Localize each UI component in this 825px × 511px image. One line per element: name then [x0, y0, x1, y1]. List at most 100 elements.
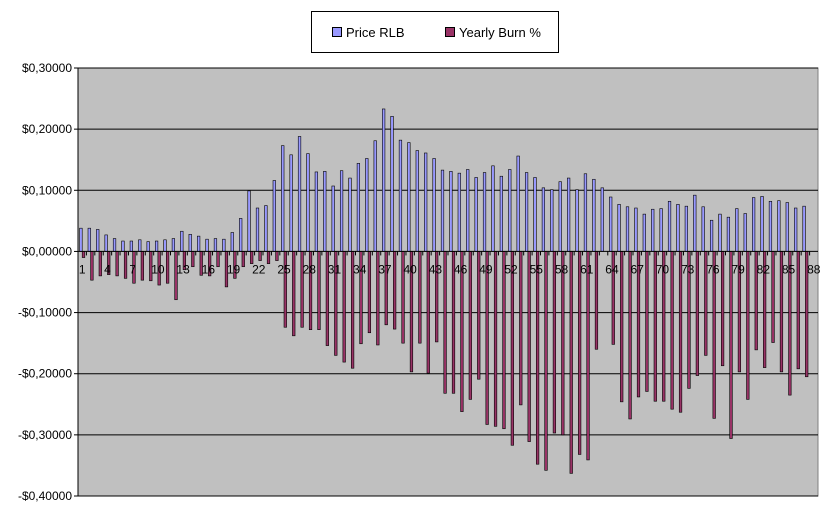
bar-burn	[266, 251, 271, 264]
gridlines	[78, 67, 818, 497]
legend-label-price: Price RLB	[346, 25, 405, 40]
bar-burn	[90, 251, 94, 281]
bar-burn	[123, 251, 128, 279]
bar-price	[188, 234, 192, 252]
bar-burn	[165, 251, 170, 284]
y-axis-ticks: $0,30000 $0,20000 $0,10000 $0,00000 -$0,1000…	[18, 61, 79, 503]
bar-price	[390, 116, 394, 252]
x-tick-label: 79	[731, 262, 745, 276]
bar-price	[382, 108, 386, 252]
bar-price	[693, 194, 697, 252]
bar-price	[768, 200, 773, 252]
bar-burn	[729, 251, 733, 439]
bar-price	[112, 238, 117, 252]
x-tick-label: 28	[303, 262, 317, 276]
bar-price	[466, 169, 470, 252]
x-tick-label: 40	[403, 262, 417, 276]
bar-price	[575, 189, 579, 252]
bar-price	[79, 227, 83, 252]
bar-burn	[535, 251, 540, 465]
bar-price	[323, 171, 327, 252]
bar-burn	[620, 251, 624, 403]
x-tick-label: 25	[277, 262, 291, 276]
x-tick-label: 49	[479, 262, 493, 276]
bar-burn	[670, 251, 674, 410]
bar-price	[289, 154, 293, 252]
bar-price	[197, 235, 201, 252]
bar-burn	[241, 251, 245, 268]
bar-burn	[98, 251, 102, 277]
bar-burn	[645, 251, 649, 392]
bar-price	[558, 181, 562, 252]
bar-price	[121, 240, 125, 252]
bar-burn	[578, 251, 582, 455]
x-tick-label: 58	[555, 262, 569, 276]
bar-burn	[552, 251, 557, 434]
bar-burn	[771, 251, 775, 343]
bar-price	[255, 207, 260, 252]
bar-burn	[510, 251, 514, 446]
bar-price	[306, 153, 310, 252]
bar-price	[373, 140, 377, 252]
x-tick-label: 1	[79, 262, 86, 276]
x-tick-label: 22	[252, 262, 266, 276]
bar-price	[356, 163, 361, 252]
bar-burn	[275, 251, 279, 261]
y-tick-label: $0,10000	[22, 183, 72, 197]
y-tick-label: $0,20000	[22, 122, 72, 136]
bar-price	[516, 155, 520, 252]
bar-burn	[216, 251, 220, 268]
bar-price	[138, 239, 142, 252]
x-tick-label: 7	[129, 262, 136, 276]
bar-price	[424, 152, 428, 252]
bar-price	[567, 177, 571, 252]
bar-price	[802, 205, 806, 252]
y-tick-label: -$0,40000	[18, 489, 72, 503]
plot-area	[77, 67, 819, 497]
x-tick-label: 19	[227, 262, 241, 276]
bar-burn	[258, 251, 262, 261]
x-tick-label: 61	[580, 262, 594, 276]
bar-price	[415, 150, 419, 252]
bar-price	[508, 169, 512, 252]
bar-price	[222, 238, 226, 252]
x-tick-label: 67	[631, 262, 645, 276]
x-tick-label: 10	[151, 262, 165, 276]
bar-price	[432, 158, 436, 252]
x-tick-label: 85	[782, 262, 796, 276]
x-tick-label: 70	[656, 262, 670, 276]
bar-price	[499, 175, 503, 252]
bar-price	[794, 207, 798, 252]
bar-price	[760, 196, 764, 252]
bar-price	[533, 177, 537, 252]
bar-price	[239, 218, 243, 252]
bar-price	[297, 136, 302, 252]
bar-price	[213, 238, 218, 252]
bar-price	[541, 187, 546, 252]
bar-price	[247, 190, 251, 252]
bar-price	[651, 208, 655, 252]
x-tick-label: 34	[353, 262, 367, 276]
bar-price	[735, 208, 739, 252]
bar-price	[104, 234, 108, 252]
bar-burn	[191, 251, 195, 268]
bar-price	[171, 238, 176, 252]
bar-burn	[695, 251, 699, 376]
bar-burn	[443, 251, 447, 394]
bar-burn	[468, 251, 472, 400]
x-tick-label: 16	[202, 262, 216, 276]
bar-burn	[720, 251, 725, 367]
bar-burn	[544, 251, 548, 471]
x-tick-label: 4	[104, 262, 111, 276]
bar-price	[524, 172, 529, 252]
bar-price	[709, 219, 714, 252]
bar-price	[550, 189, 554, 252]
legend-item-burn: Yearly Burn %	[445, 25, 541, 40]
bar-price	[474, 177, 478, 252]
bar-price	[339, 170, 344, 252]
bar-price	[625, 206, 630, 252]
bar-price	[667, 200, 672, 252]
bar-price	[272, 180, 276, 252]
legend-swatch-burn	[445, 27, 455, 37]
bar-burn	[746, 251, 750, 400]
